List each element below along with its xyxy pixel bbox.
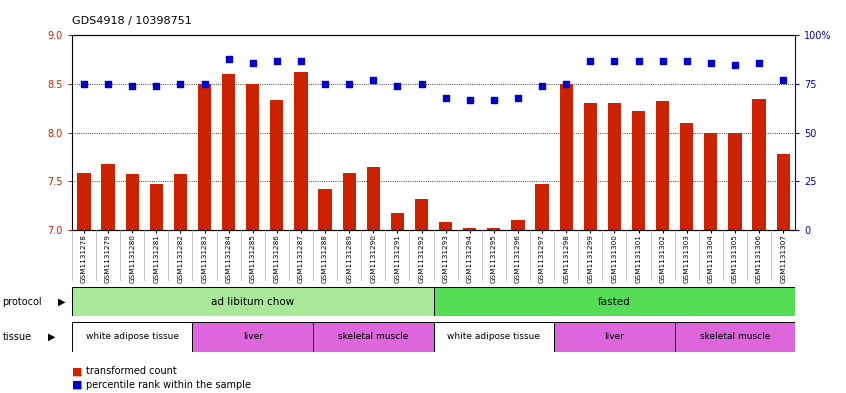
Bar xyxy=(536,184,549,230)
Text: ad libitum chow: ad libitum chow xyxy=(212,297,294,307)
Point xyxy=(463,96,476,103)
Point xyxy=(222,55,235,62)
Bar xyxy=(313,322,433,352)
Point xyxy=(150,83,163,89)
Point xyxy=(415,81,428,87)
Bar xyxy=(728,132,742,230)
Bar xyxy=(433,322,554,352)
Point xyxy=(294,57,308,64)
Point xyxy=(173,81,187,87)
Bar xyxy=(559,84,573,230)
Text: white adipose tissue: white adipose tissue xyxy=(448,332,541,342)
Point xyxy=(584,57,597,64)
Text: liver: liver xyxy=(604,332,624,342)
Point xyxy=(632,57,645,64)
Point xyxy=(656,57,669,64)
Bar xyxy=(463,228,476,230)
Bar xyxy=(150,184,163,230)
Bar xyxy=(343,173,356,230)
Bar xyxy=(246,84,260,230)
Text: ■: ■ xyxy=(72,366,82,376)
Text: tissue: tissue xyxy=(3,332,31,342)
Point xyxy=(704,59,717,66)
Point xyxy=(607,57,621,64)
Point xyxy=(270,57,283,64)
Bar xyxy=(439,222,453,230)
Bar xyxy=(270,99,283,230)
Point xyxy=(246,59,260,66)
Point xyxy=(125,83,139,89)
Point xyxy=(198,81,212,87)
Text: transformed count: transformed count xyxy=(86,366,177,376)
Bar xyxy=(607,103,621,230)
Point xyxy=(77,81,91,87)
Point xyxy=(728,61,742,68)
Point xyxy=(487,96,501,103)
Bar xyxy=(72,322,192,352)
Point xyxy=(391,83,404,89)
Bar xyxy=(294,72,308,230)
Text: white adipose tissue: white adipose tissue xyxy=(85,332,179,342)
Point xyxy=(559,81,573,87)
Point xyxy=(680,57,694,64)
Text: skeletal muscle: skeletal muscle xyxy=(338,332,409,342)
Text: ▶: ▶ xyxy=(58,297,65,307)
Bar xyxy=(125,174,139,230)
Point xyxy=(777,77,790,83)
Point xyxy=(439,94,453,101)
Bar xyxy=(554,322,674,352)
Point xyxy=(536,83,549,89)
Text: percentile rank within the sample: percentile rank within the sample xyxy=(86,380,251,390)
Bar xyxy=(704,132,717,230)
Bar xyxy=(222,74,235,230)
Bar xyxy=(72,287,433,316)
Point xyxy=(511,94,525,101)
Bar xyxy=(391,213,404,230)
Bar xyxy=(584,103,597,230)
Point xyxy=(102,81,115,87)
Text: fasted: fasted xyxy=(598,297,631,307)
Bar xyxy=(433,287,795,316)
Point xyxy=(366,77,380,83)
Text: skeletal muscle: skeletal muscle xyxy=(700,332,770,342)
Point xyxy=(343,81,356,87)
Bar xyxy=(777,154,790,230)
Bar xyxy=(752,99,766,230)
Bar xyxy=(487,228,501,230)
Text: GDS4918 / 10398751: GDS4918 / 10398751 xyxy=(72,16,192,26)
Bar xyxy=(415,199,428,230)
Bar xyxy=(77,173,91,230)
Bar xyxy=(173,174,187,230)
Bar xyxy=(674,322,795,352)
Point xyxy=(752,59,766,66)
Bar xyxy=(102,164,115,230)
Bar xyxy=(632,111,645,230)
Text: ▶: ▶ xyxy=(48,332,56,342)
Bar xyxy=(656,101,669,230)
Text: liver: liver xyxy=(243,332,263,342)
Text: ■: ■ xyxy=(72,380,82,390)
Bar xyxy=(318,189,332,230)
Bar xyxy=(366,167,380,230)
Point xyxy=(318,81,332,87)
Text: protocol: protocol xyxy=(3,297,42,307)
Bar xyxy=(198,84,212,230)
Bar xyxy=(680,123,694,230)
Bar xyxy=(192,322,313,352)
Bar xyxy=(511,220,525,230)
